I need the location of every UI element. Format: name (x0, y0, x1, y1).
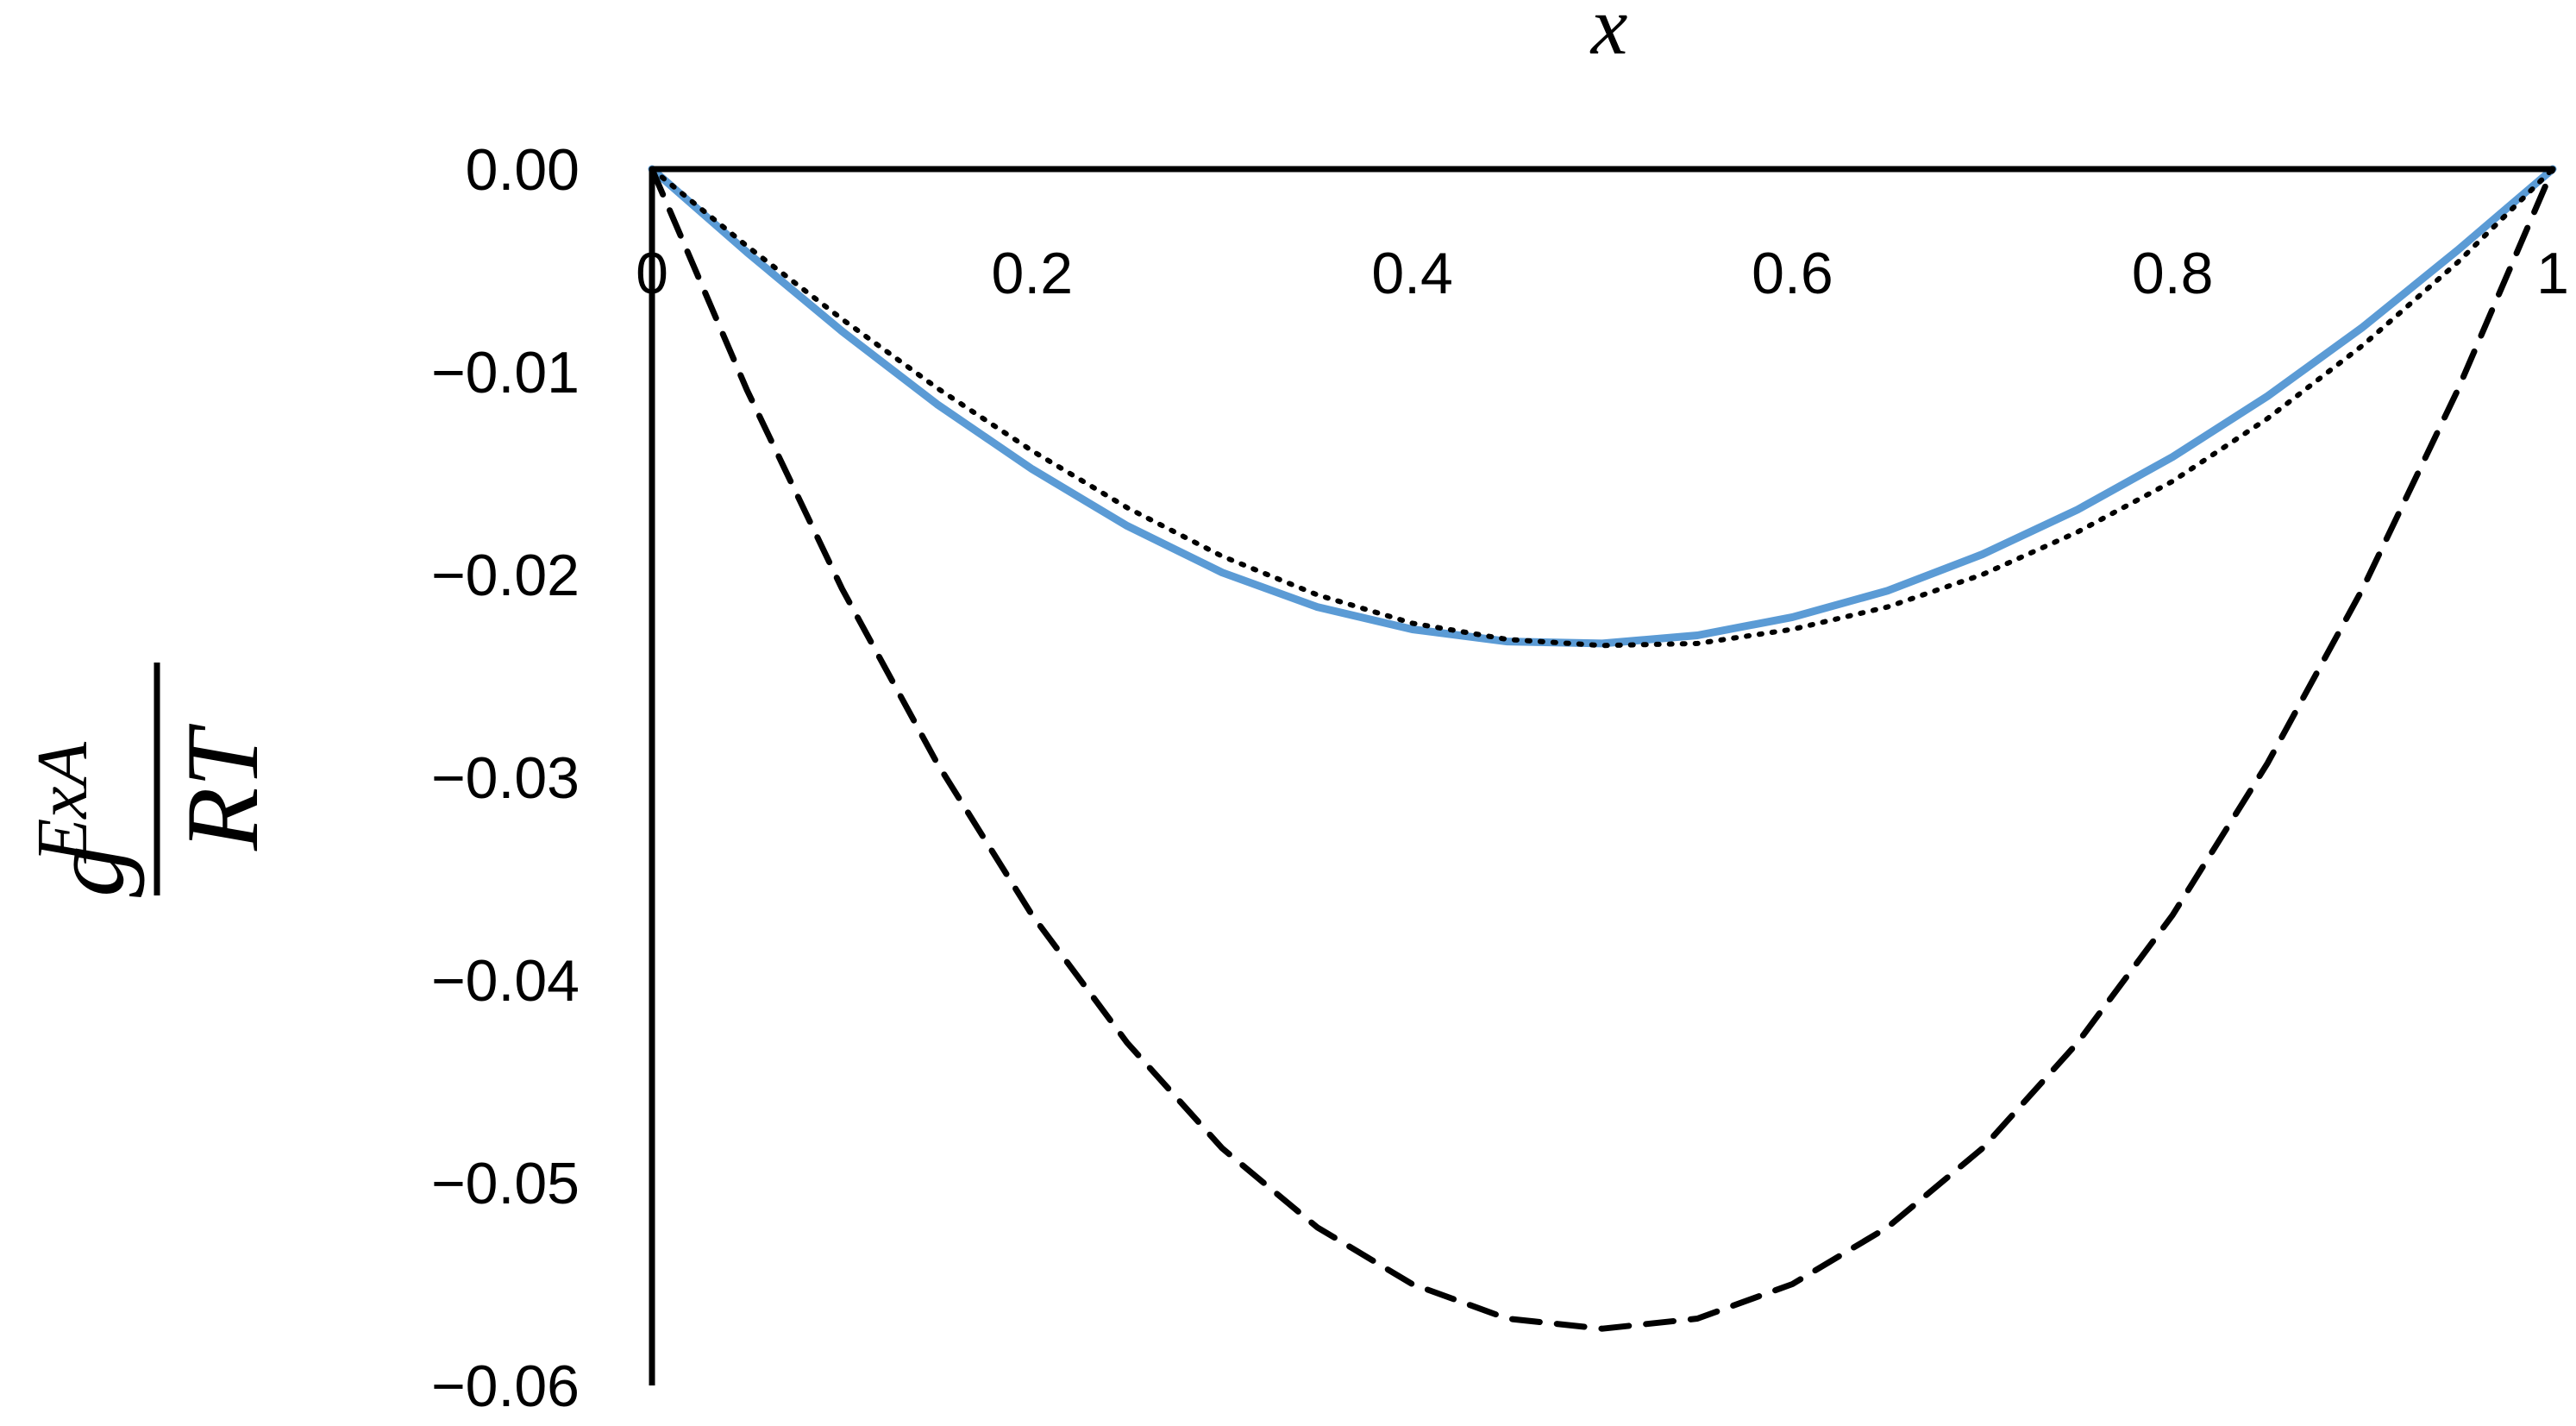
y-tick-label: −0.03 (431, 745, 580, 811)
y-tick-labels: 0.00 −0.01 −0.02 −0.03 −0.04 −0.05 −0.06 (431, 137, 580, 1419)
y-axis-title: g ExA RT (22, 663, 279, 897)
series-line-3-dashed (649, 166, 2556, 1332)
axes-layer (649, 166, 2553, 1385)
x-tick-label: 0.8 (2132, 241, 2214, 306)
x-tick-labels: 0 0.2 0.4 0.6 0.8 1 (636, 241, 2569, 306)
y-tick-label: −0.02 (431, 543, 580, 608)
y-tick-label: −0.01 (431, 340, 580, 405)
x-tick-label: 0 (636, 241, 668, 306)
series-line-2-dotted (649, 166, 2555, 649)
y-tick-label: −0.06 (431, 1354, 580, 1419)
y-axis-title-denominator: RT (165, 724, 279, 851)
x-tick-label: 0.6 (1752, 241, 1833, 306)
x-tick-label: 0.2 (992, 241, 1074, 306)
x-axis-title: x (1589, 0, 1628, 72)
y-tick-label: −0.04 (431, 948, 580, 1014)
x-tick-label: 0.4 (1371, 241, 1453, 306)
series-line-1-solid (648, 165, 2557, 648)
y-axis-title-numerator: g (30, 845, 145, 897)
series-layer (648, 165, 2557, 1332)
y-axis-title-superscript: ExA (22, 741, 103, 864)
y-tick-label: 0.00 (466, 137, 580, 203)
x-tick-label: 1 (2536, 241, 2569, 306)
y-tick-label: −0.05 (431, 1151, 580, 1216)
